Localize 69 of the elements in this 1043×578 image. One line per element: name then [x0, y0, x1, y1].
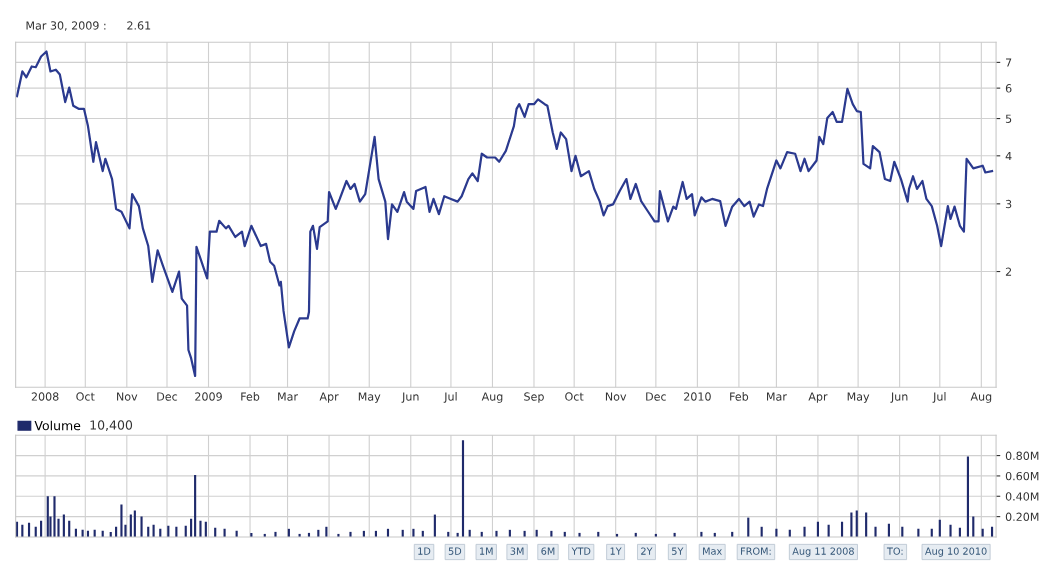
x-tick-label: Apr — [319, 392, 339, 403]
legend-label: Volume — [34, 420, 81, 431]
y-tick-label: 6 — [1005, 84, 1012, 93]
text: 5D — [448, 547, 462, 555]
x-tick-label: Oct — [76, 392, 95, 401]
y-tick-label: 0.20M — [1005, 512, 1039, 521]
x-tick-label: Mar — [767, 392, 787, 401]
x-tick-label: Feb — [730, 392, 749, 401]
bar — [46, 496, 49, 537]
x-tick-label: Aug — [481, 392, 503, 403]
x-tick-label: Sep — [524, 392, 544, 403]
text: 6M — [541, 547, 555, 555]
text: 10,400 — [90, 420, 133, 432]
x-tick-label: Mar — [278, 392, 299, 401]
x-tick-label: Aug — [970, 392, 992, 403]
x-tick-label: 2009 — [195, 392, 222, 401]
x-tick-label: Nov — [605, 392, 627, 401]
x-tick-label: Jun — [890, 392, 908, 403]
x-tick-label: Jun — [401, 392, 419, 403]
bar — [495, 530, 498, 537]
y-tick-label: 3 — [1005, 199, 1012, 209]
text: YTD — [571, 547, 591, 555]
x-tick-label: Oct — [565, 392, 584, 401]
bar — [966, 456, 970, 537]
x-tick-label: May — [358, 392, 381, 403]
bar — [140, 516, 143, 537]
x-tick-label: Feb — [241, 392, 260, 401]
bar — [199, 520, 202, 537]
x-tick-label: May — [847, 392, 870, 403]
text: 1D — [418, 547, 431, 555]
text: 2.61 — [127, 21, 151, 30]
x-tick-label: Dec — [157, 392, 178, 401]
y-tick-label: 0.40M — [1005, 492, 1039, 501]
y-tick-label: 4 — [1005, 151, 1012, 161]
x-tick-label: Jul — [443, 392, 457, 403]
bar — [194, 474, 197, 537]
text: FROM: — [741, 547, 771, 555]
bar — [803, 526, 806, 537]
text: 1M — [480, 547, 493, 555]
bar — [274, 531, 277, 537]
bar — [578, 532, 581, 537]
text: Aug 11 2008 — [792, 547, 854, 557]
y-tick-label: 5 — [1005, 114, 1012, 123]
text: TO: — [886, 547, 903, 555]
text: 5Y — [672, 547, 684, 555]
text: 2Y — [641, 547, 653, 555]
text: Max — [703, 547, 722, 555]
x-tick-label: Nov — [117, 392, 138, 401]
bar — [949, 524, 952, 537]
bar — [874, 526, 877, 537]
y-tick-label: 0.60M — [1005, 471, 1039, 481]
x-tick-label: Jul — [932, 392, 946, 403]
bar — [120, 504, 123, 537]
x-tick-label: 2010 — [684, 392, 711, 401]
x-tick-label: Apr — [808, 392, 828, 403]
bar — [412, 528, 415, 537]
y-tick-label: 2 — [1005, 267, 1012, 276]
x-tick-label: Dec — [646, 392, 666, 401]
bar — [349, 531, 352, 537]
y-tick-label: 0.80M — [1005, 451, 1039, 460]
text: 3M — [510, 547, 524, 555]
text: Aug 10 2010 — [925, 547, 987, 557]
text: 1Y — [610, 547, 622, 555]
x-tick-label: 2008 — [31, 392, 59, 401]
text: Mar 30, 2009 : — [26, 21, 106, 31]
bar — [53, 496, 56, 537]
line-series — [15, 50, 994, 378]
y-tick-label: 7 — [1006, 58, 1012, 67]
bar — [461, 440, 465, 537]
